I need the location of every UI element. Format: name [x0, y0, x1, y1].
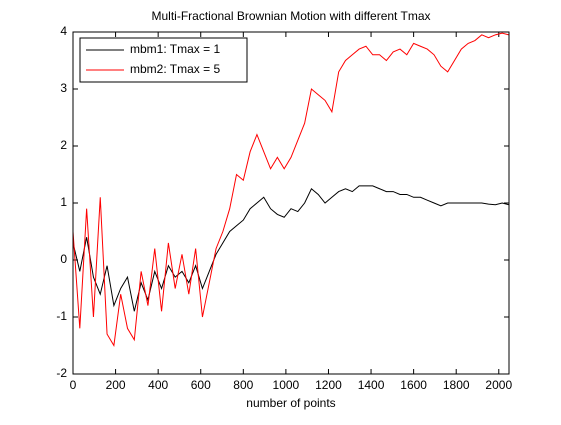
x-tick-label: 1400: [358, 378, 385, 392]
x-tick-label: 600: [191, 378, 211, 392]
x-tick-label: 2000: [485, 378, 512, 392]
y-tick-label: -1: [56, 309, 67, 323]
legend-label: mbm2: Tmax = 5: [130, 62, 220, 76]
x-tick-label: 1000: [273, 378, 300, 392]
x-tick-label: 1200: [315, 378, 342, 392]
y-tick-label: 1: [60, 195, 67, 209]
x-tick-label: 1800: [443, 378, 470, 392]
x-axis-label: number of points: [246, 396, 335, 410]
x-tick-label: 400: [148, 378, 168, 392]
y-tick-label: -2: [56, 366, 67, 380]
x-tick-label: 800: [233, 378, 253, 392]
x-tick-label: 200: [106, 378, 126, 392]
chart-title: Multi-Fractional Brownian Motion with di…: [152, 9, 431, 23]
y-tick-label: 2: [60, 138, 67, 152]
axes-box: [72, 31, 510, 375]
legend-label: mbm1: Tmax = 1: [130, 42, 220, 56]
y-tick-label: 0: [60, 252, 67, 266]
x-tick-label: 0: [70, 378, 77, 392]
x-tick-label: 1600: [400, 378, 427, 392]
series-line: [73, 32, 509, 347]
legend-box: [79, 37, 248, 83]
y-tick-label: 4: [60, 24, 67, 38]
y-tick-label: 3: [60, 81, 67, 95]
